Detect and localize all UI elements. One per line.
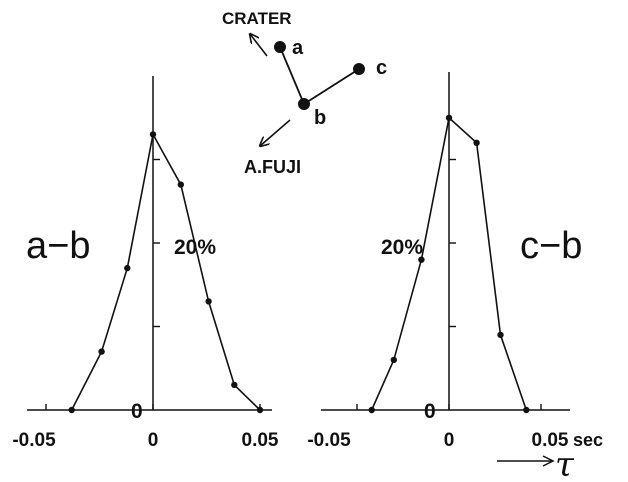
panel-a-b-point-4: [177, 181, 184, 188]
link-b-c: [303, 68, 360, 105]
station-c-marker: [353, 63, 365, 75]
panel-c-b-point-6: [523, 406, 530, 414]
panel-c-b-point-1: [390, 356, 397, 364]
panel-a-b-point-7: [256, 406, 264, 414]
panel-a-b-zero-label: 0: [131, 400, 143, 423]
panel-a-b-xtick-label-zero: 0: [148, 430, 159, 451]
panel-a-b-point-2: [124, 264, 131, 272]
station-b-marker: [298, 98, 310, 110]
station-a-label: a: [292, 37, 304, 59]
panel-a-b-point-6: [231, 381, 238, 389]
panel-c-b-percent-label: 20%: [381, 236, 423, 259]
panel-c-b: 20% c−b 0 -0.05 0 0.05 sec τ: [307, 72, 603, 482]
panel-c-b-point-5: [497, 331, 504, 339]
crater-arrow: [250, 34, 268, 57]
panel-a-b-point-5: [205, 298, 212, 305]
panel-c-b-xtick-label-neg: -0.05: [307, 430, 351, 451]
station-map: CRATER A.FUJI a b c: [222, 9, 387, 177]
fuji-arrow: [260, 119, 291, 146]
panel-c-b-xtick-label-zero: 0: [444, 430, 455, 451]
panel-c-b-label: c−b: [520, 225, 582, 267]
panel-c-b-ticks: [356, 158, 542, 410]
panel-c-b-zero-label: 0: [424, 400, 436, 423]
panel-c-b-point-4: [473, 139, 480, 146]
tau-symbol: τ: [555, 445, 575, 482]
panel-a-b-point-3: [149, 131, 157, 138]
panel-c-b-point-3: [445, 114, 453, 122]
panel-a-b: a−b 20% 0 -0.05 0 0.05: [12, 76, 279, 451]
station-a-marker: [274, 41, 286, 53]
panel-a-b-label: a−b: [26, 225, 90, 267]
fuji-label: A.FUJI: [244, 157, 301, 177]
tau-arrow-head: [542, 455, 555, 467]
link-a-b: [279, 46, 305, 105]
panel-c-b-points: [368, 114, 530, 414]
panel-c-b-unit-label: sec: [573, 430, 603, 450]
station-c-label: c: [376, 57, 387, 79]
panel-a-b-xtick-label-pos: 0.05: [242, 430, 279, 451]
panel-c-b-point-0: [368, 406, 375, 414]
panel-a-b-points: [68, 131, 264, 414]
panel-a-b-point-0: [68, 406, 75, 414]
station-b-label: b: [314, 107, 326, 129]
panel-c-b-xtick-label-pos: 0.05: [532, 430, 569, 451]
panel-a-b-series-line: [70, 132, 261, 411]
panel-a-b-point-1: [98, 348, 105, 355]
panel-c-b-point-2: [418, 256, 425, 263]
panel-a-b-percent-label: 20%: [174, 236, 216, 259]
panel-a-b-xtick-label-neg: -0.05: [12, 430, 56, 451]
crater-label: CRATER: [222, 9, 292, 28]
